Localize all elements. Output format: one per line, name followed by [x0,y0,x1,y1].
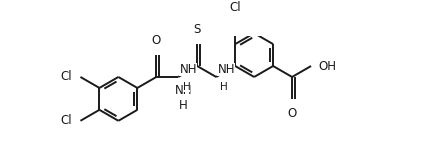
Text: S: S [194,23,201,36]
Text: Cl: Cl [229,1,241,14]
Text: NH: NH [217,63,235,76]
Text: Cl: Cl [60,114,72,127]
Text: O: O [152,33,161,47]
Text: OH: OH [319,60,336,73]
Text: O: O [288,107,297,120]
Text: H: H [220,82,228,92]
Text: H: H [182,82,190,92]
Text: Cl: Cl [60,70,72,83]
Text: NH: NH [180,63,197,76]
Text: NH
H: NH H [175,84,193,112]
